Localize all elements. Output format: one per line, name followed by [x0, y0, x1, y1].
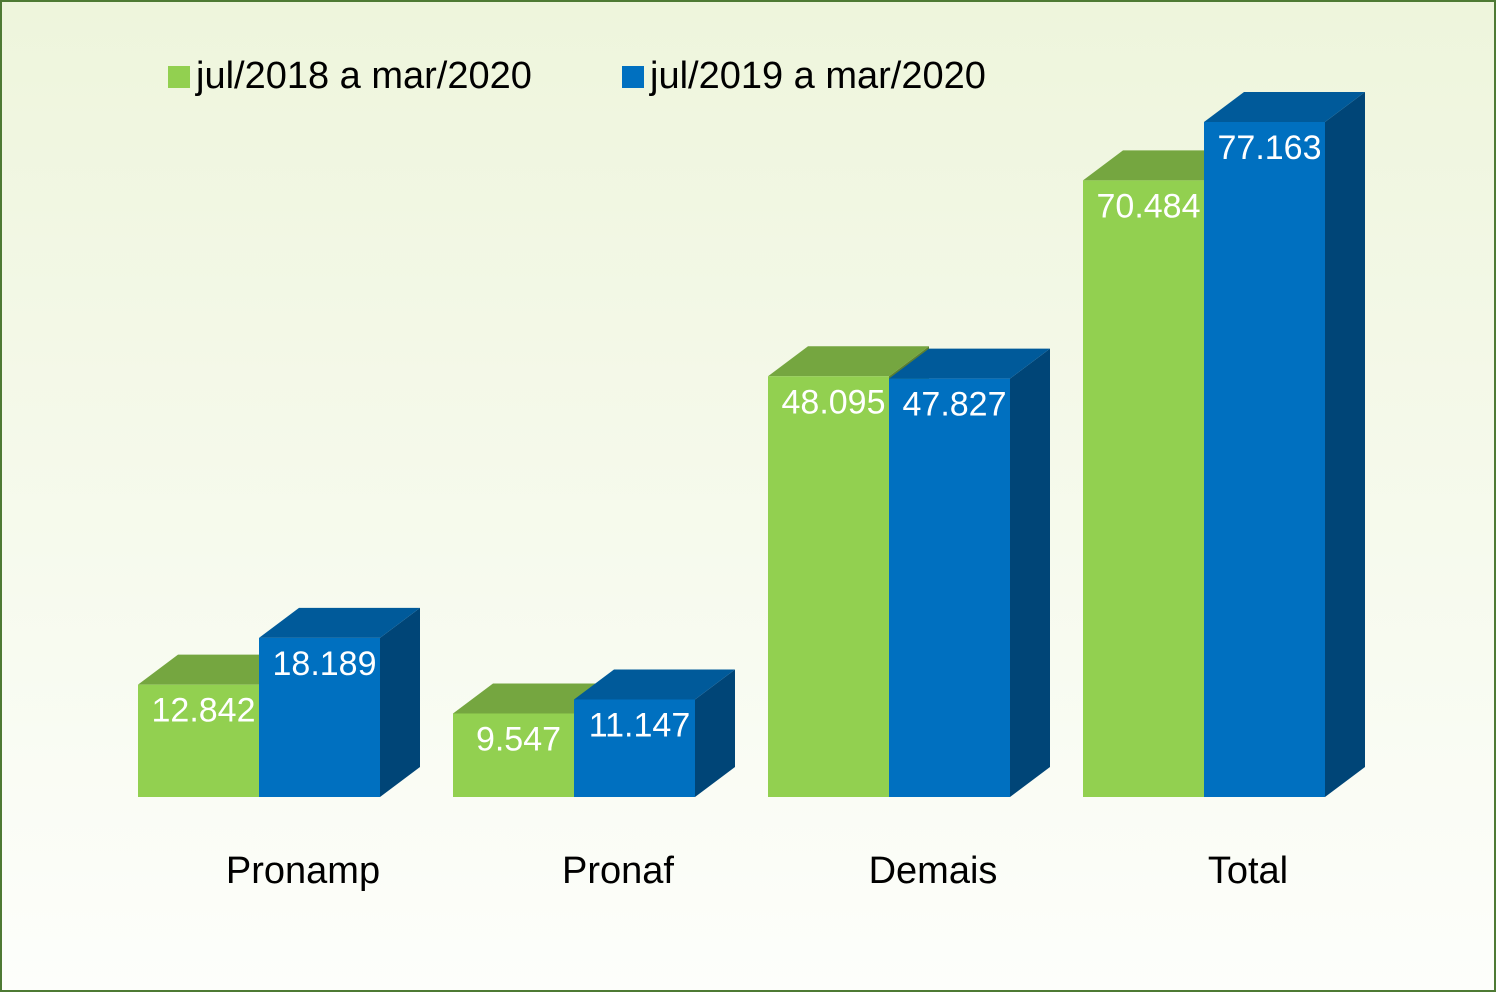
- bar-front: [768, 376, 889, 797]
- bar-top: [453, 683, 614, 714]
- value-label: 77.163: [1218, 129, 1322, 167]
- bar: [574, 669, 735, 797]
- bar-top: [1204, 92, 1365, 122]
- legend-swatch: [622, 66, 644, 88]
- legend-swatch: [168, 66, 190, 88]
- legend-label: jul/2019 a mar/2020: [649, 55, 986, 97]
- value-label: 9.547: [476, 720, 561, 758]
- bar-top: [138, 654, 299, 685]
- bar-side: [1325, 92, 1365, 797]
- value-label: 11.147: [589, 706, 690, 744]
- bar-front: [259, 637, 380, 797]
- bar: [1204, 92, 1365, 797]
- bar-top: [1083, 150, 1244, 181]
- bar: [259, 607, 420, 797]
- bar: [889, 348, 1050, 797]
- bar-front: [889, 378, 1010, 797]
- bar-side: [1010, 348, 1050, 797]
- bar-front: [1083, 180, 1204, 797]
- bar-front: [574, 699, 695, 797]
- bar-side: [695, 669, 735, 797]
- bar-front: [1204, 122, 1325, 797]
- legend-label: jul/2018 a mar/2020: [195, 55, 532, 97]
- bar-top: [259, 607, 420, 638]
- x-tick-label: Pronaf: [562, 850, 674, 892]
- x-tick-label: Pronamp: [226, 850, 380, 892]
- value-label: 18.189: [273, 645, 377, 683]
- value-label: 12.842: [152, 692, 256, 730]
- value-label: 48.095: [782, 383, 886, 421]
- bar-front: [453, 713, 574, 797]
- bar-top: [768, 346, 929, 377]
- x-tick-label: Total: [1208, 850, 1288, 892]
- value-label: 70.484: [1097, 187, 1201, 225]
- x-tick-label: Demais: [869, 850, 998, 892]
- bar-front: [138, 684, 259, 797]
- bar-top: [574, 669, 735, 700]
- value-label: 47.827: [903, 386, 1007, 424]
- bar-top: [889, 348, 1050, 379]
- bar-side: [380, 607, 420, 797]
